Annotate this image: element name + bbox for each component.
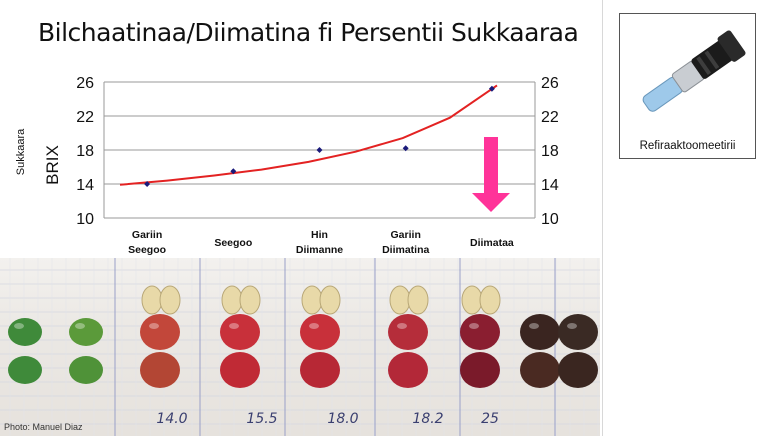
coffee-cherry — [520, 314, 560, 350]
coffee-cherry — [220, 352, 260, 388]
photo-credit: Photo: Manuel Diaz — [4, 422, 83, 432]
coffee-cherry — [388, 352, 428, 388]
cherry-highlight — [14, 323, 24, 329]
coffee-cherry — [8, 318, 42, 346]
coffee-cherry — [140, 352, 180, 388]
trend-line — [119, 84, 498, 186]
coffee-bean — [301, 285, 323, 315]
data-point — [488, 85, 495, 92]
coffee-cherries-illustration: 14.0 15.5 18.0 18.2 25 — [0, 258, 600, 436]
coffee-cherries-photo: 14.0 15.5 18.0 18.2 25 Photo: Manuel Diaz — [0, 258, 600, 436]
y-tick-label-left: 26 — [76, 75, 94, 92]
x-category-label: Hin — [311, 229, 328, 241]
cherry-highlight — [229, 323, 239, 329]
refractometer-panel: Refiraaktoomeetirii — [619, 13, 756, 159]
coffee-cherry — [558, 352, 598, 388]
coffee-cherry — [460, 314, 500, 350]
y-tick-label-left: 10 — [76, 211, 94, 228]
y-tick-label-left: 14 — [76, 177, 94, 194]
y-axis-label: BRIX — [43, 145, 62, 185]
x-category-label: Gariin — [132, 229, 162, 241]
x-category-label: Seegoo — [214, 237, 252, 249]
coffee-bean — [389, 285, 411, 315]
y-tick-label-right: 14 — [541, 177, 559, 194]
refractometer-image — [620, 14, 755, 124]
data-point — [402, 145, 409, 152]
cherry-highlight — [469, 323, 479, 329]
coffee-cherry — [558, 314, 598, 350]
coffee-cherry — [388, 314, 428, 350]
handwritten-brix-value: 18.2 — [412, 411, 443, 427]
coffee-cherry — [140, 314, 180, 350]
x-category-label: Diimataa — [470, 237, 514, 249]
coffee-cherry — [8, 356, 42, 384]
coffee-cherry — [220, 314, 260, 350]
handwritten-brix-value: 18.0 — [327, 411, 358, 427]
y-tick-label-right: 26 — [541, 75, 559, 92]
cherry-highlight — [309, 323, 319, 329]
y-axis-outer-label: Sukkaara — [15, 128, 27, 175]
y-tick-label-right: 10 — [541, 211, 559, 228]
arrow-head — [472, 193, 510, 212]
cherry-highlight — [397, 323, 407, 329]
coffee-bean — [141, 285, 163, 315]
refractometer-label: Refiraaktoomeetirii — [639, 140, 736, 152]
slide: Bilchaatinaa/Diimatina fi Persentii Sukk… — [0, 0, 603, 436]
handwritten-brix-value: 25 — [481, 411, 499, 427]
coffee-bean — [479, 285, 501, 315]
cherry-highlight — [529, 323, 539, 329]
coffee-cherry — [69, 318, 103, 346]
cherry-highlight — [567, 323, 577, 329]
y-tick-label-left: 18 — [76, 143, 94, 160]
y-tick-label-right: 22 — [541, 109, 559, 126]
handwritten-brix-value: 14.0 — [156, 411, 187, 427]
cherry-highlight — [149, 323, 159, 329]
data-point — [230, 168, 237, 175]
x-category-label: Gariin — [391, 229, 421, 241]
cherry-highlight — [75, 323, 85, 329]
coffee-bean — [461, 285, 483, 315]
coffee-bean — [221, 285, 243, 315]
handwritten-brix-value: 15.5 — [246, 411, 277, 427]
coffee-cherry — [69, 356, 103, 384]
slide-title: Bilchaatinaa/Diimatina fi Persentii Sukk… — [38, 18, 579, 47]
arrow-shaft — [484, 137, 498, 193]
coffee-cherry — [300, 314, 340, 350]
coffee-cherry — [520, 352, 560, 388]
y-tick-label-left: 22 — [76, 109, 94, 126]
coffee-bean — [239, 285, 261, 315]
data-point — [144, 181, 151, 187]
coffee-cherry — [300, 352, 340, 388]
coffee-bean — [159, 285, 181, 315]
x-category-label: Diimatina — [382, 244, 429, 256]
x-category-label: Diimanne — [296, 244, 343, 256]
coffee-cherry — [460, 352, 500, 388]
coffee-bean — [319, 285, 341, 315]
coffee-bean — [407, 285, 429, 315]
x-category-label: Seegoo — [128, 244, 166, 256]
data-point — [316, 147, 323, 153]
brix-chart: 10 10 14 14 18 18 22 22 26 26 Sukkaara BRIX Gariin Se… — [15, 75, 559, 256]
y-tick-label-right: 18 — [541, 143, 559, 160]
